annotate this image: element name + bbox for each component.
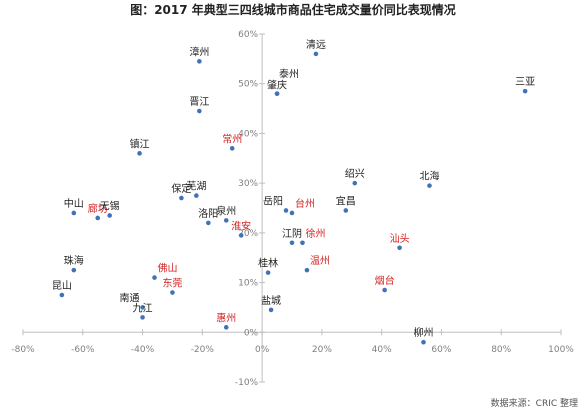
x-tick-label: 20%: [312, 345, 332, 355]
point-label-17: 无锡: [100, 199, 120, 212]
point-31: [140, 305, 145, 310]
point-8: [352, 180, 358, 186]
point-29: [170, 290, 175, 295]
point-label-25: 佛山: [158, 262, 178, 275]
chart-title: 图：2017 年典型三四线城市商品住宅成交量价同比表现情况: [130, 2, 456, 17]
point-label-11: 芜湖: [186, 180, 206, 193]
x-tick-label: -80%: [11, 345, 35, 355]
chart-axes: [22, 33, 562, 383]
chart-source: 数据来源：CRIC 整理: [491, 397, 578, 409]
point-16: [95, 215, 101, 221]
point-label-23: 汕头: [390, 233, 410, 245]
point-label-31: 南通: [120, 291, 140, 304]
point-9: [427, 183, 432, 188]
point-15: [71, 210, 77, 216]
point-label-1: 清远: [306, 38, 326, 51]
point-32: [268, 307, 274, 313]
y-tick-label: -10%: [235, 378, 259, 388]
point-label-15: 中山: [64, 197, 84, 210]
point-21: [289, 240, 295, 246]
y-tick-label: 10%: [238, 279, 258, 289]
point-label-22: 徐州: [305, 227, 325, 240]
point-17: [107, 213, 112, 218]
point-label-2: 泰州: [279, 68, 299, 81]
point-label-28: 昆山: [52, 280, 72, 292]
point-label-30: 烟台: [375, 274, 395, 287]
y-tick-label: 30%: [238, 179, 258, 189]
x-tick-label: -40%: [131, 345, 155, 355]
point-label-12: 岳阳: [263, 195, 283, 207]
point-label-16: 廊坊: [88, 202, 108, 215]
point-label-3: 肇庆: [267, 79, 287, 92]
point-label-29: 东莞: [162, 277, 182, 290]
x-tick-label: 100%: [548, 345, 574, 355]
point-11: [194, 193, 199, 198]
point-label-14: 宜昌: [336, 194, 356, 207]
y-tick-label: 50%: [238, 80, 258, 90]
point-label-19: 泉州: [216, 204, 236, 217]
point-4: [522, 88, 528, 94]
point-3: [274, 91, 280, 96]
point-6: [229, 146, 235, 151]
point-23: [397, 245, 402, 251]
y-tick-label: 20%: [238, 229, 258, 239]
point-label-13: 台州: [295, 197, 315, 210]
y-tick-label: 40%: [238, 129, 258, 139]
point-label-20: 淮安: [231, 219, 251, 232]
point-label-32: 盐城: [261, 294, 281, 307]
point-label-6: 常州: [222, 132, 242, 145]
point-label-0: 漳州: [189, 45, 209, 58]
point-label-34: 惠州: [216, 311, 236, 324]
point-13: [289, 210, 295, 216]
point-label-5: 晋江: [189, 96, 209, 108]
x-tick-label: 40%: [372, 345, 392, 355]
x-tick-label: -60%: [71, 345, 95, 355]
point-35: [421, 339, 426, 345]
point-label-33: 九江: [133, 302, 153, 314]
point-7: [137, 151, 142, 156]
point-label-4: 三亚: [515, 77, 535, 88]
point-10: [179, 195, 184, 201]
point-label-26: 桂林: [258, 257, 278, 270]
point-27: [304, 267, 310, 273]
x-tick-label: -20%: [191, 345, 215, 355]
point-30: [382, 287, 387, 293]
point-label-9: 北海: [419, 170, 439, 183]
x-tick-label: 60%: [431, 345, 451, 355]
point-0: [197, 59, 202, 64]
point-label-24: 珠海: [64, 254, 84, 267]
y-tick-label: 60%: [238, 30, 258, 40]
point-34: [223, 325, 229, 330]
point-label-8: 绍兴: [345, 167, 365, 180]
chart-points: [59, 51, 528, 345]
y-tick-label: 0%: [244, 328, 259, 338]
point-label-21: 江阴: [282, 228, 302, 240]
point-22: [300, 240, 305, 246]
point-12: [283, 208, 289, 213]
point-5: [197, 108, 202, 114]
point-14: [343, 208, 349, 213]
point-28: [59, 292, 65, 298]
x-tick-label: 80%: [491, 345, 511, 355]
chart-tick-labels: -80% -60% -40% -20% 0% 20% 40% 60% 80% 100% -10% 0%…: [11, 30, 574, 388]
point-label-18: 洛阳: [198, 207, 218, 220]
point-20: [238, 233, 244, 238]
point-label-7: 镇江: [130, 137, 150, 150]
point-18: [206, 220, 211, 226]
point-1: [313, 51, 319, 57]
point-label-35: 柳州: [414, 326, 434, 339]
point-label-10: 保定: [171, 182, 191, 195]
point-26: [265, 270, 271, 275]
point-33: [140, 315, 145, 320]
point-label-27: 温州: [310, 255, 330, 267]
x-tick-label: 0%: [255, 345, 270, 355]
point-19: [223, 218, 229, 223]
point-25: [152, 275, 157, 280]
point-24: [71, 267, 77, 273]
